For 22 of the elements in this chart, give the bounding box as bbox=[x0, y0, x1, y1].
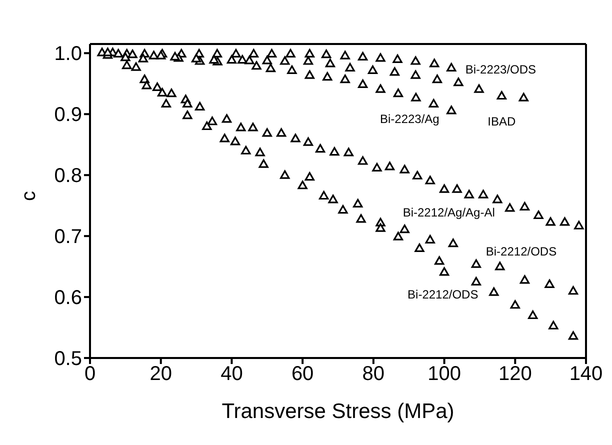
x-tick-label: 80 bbox=[362, 363, 385, 386]
x-axis-title: Transverse Stress (MPa) bbox=[222, 400, 454, 423]
series-label: Bi-2223/ODS bbox=[465, 62, 536, 76]
y-tick-label: 0.9 bbox=[54, 104, 82, 126]
x-tick-label: 0 bbox=[84, 363, 96, 386]
x-tick-label: 140 bbox=[569, 363, 603, 386]
y-tick-label: 0.6 bbox=[54, 287, 82, 310]
x-tick-label: 120 bbox=[498, 363, 532, 386]
series-label: IBAD bbox=[488, 114, 516, 128]
y-tick-label: 0.7 bbox=[54, 226, 82, 248]
series-label: Bi-2223/Ag bbox=[380, 112, 440, 126]
x-tick-label: 20 bbox=[150, 363, 172, 386]
series-label: Bi-2212/Ag/Ag-Al bbox=[402, 205, 495, 220]
y-tick-label: 0.5 bbox=[54, 348, 82, 370]
x-tick-label: 40 bbox=[220, 363, 243, 386]
y-tick-label: 0.8 bbox=[54, 165, 82, 188]
series-label: Bi-2212/ODS bbox=[408, 288, 478, 302]
series-label: Bi-2212/ODS bbox=[486, 244, 557, 259]
x-tick-label: 100 bbox=[428, 363, 461, 386]
y-tick-label: 1.0 bbox=[54, 43, 82, 66]
y-axis-title: c bbox=[18, 191, 40, 201]
x-tick-label: 60 bbox=[291, 363, 314, 386]
